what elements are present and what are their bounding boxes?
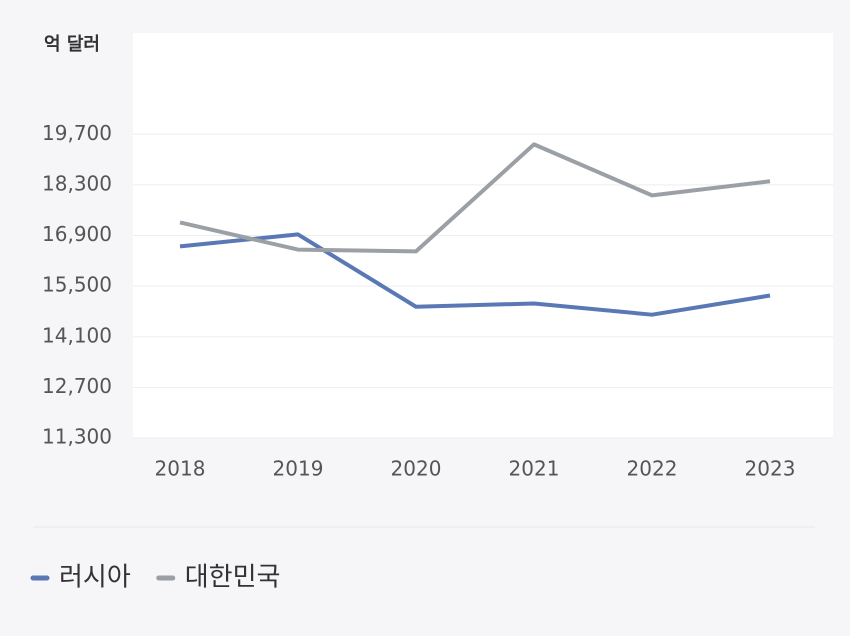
y-tick-label: 18,300	[42, 171, 112, 195]
legend-label: 러시아	[59, 563, 131, 593]
x-tick-label: 2020	[391, 457, 442, 481]
y-tick-label: 11,300	[42, 425, 112, 449]
x-tick-label: 2021	[509, 457, 560, 481]
x-tick-label: 2023	[745, 457, 796, 481]
x-tick-label: 2018	[155, 457, 206, 481]
y-tick-label: 19,700	[42, 121, 112, 145]
legend-label: 대한민국	[185, 563, 281, 593]
y-tick-label: 14,100	[42, 323, 112, 347]
y-tick-label: 12,700	[42, 374, 112, 398]
series-line	[179, 142, 771, 254]
y-axis-label: 억 달러	[44, 34, 100, 55]
x-tick-label: 2019	[273, 457, 324, 481]
y-tick-label: 15,500	[42, 273, 112, 297]
x-tick-label: 2022	[627, 457, 678, 481]
series-line	[179, 232, 771, 317]
y-tick-label: 16,900	[42, 222, 112, 246]
